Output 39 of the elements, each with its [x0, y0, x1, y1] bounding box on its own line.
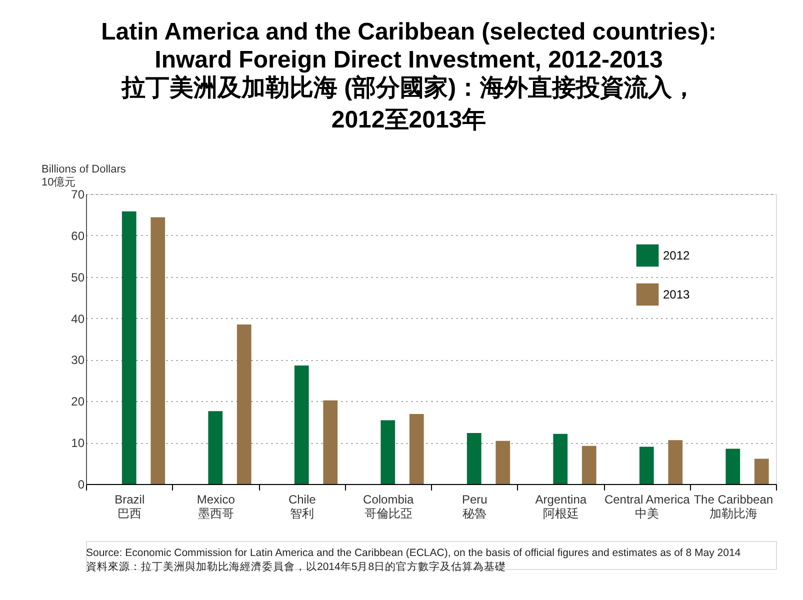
legend-label: 2013	[663, 288, 690, 302]
bar	[150, 217, 166, 484]
chart-subtitle: 拉丁美洲及加勒比海 (部分國家)：海外直接投資流入，2012至2013年	[120, 74, 696, 134]
y-tick-label: 10	[71, 436, 85, 450]
y-tick-label: 20	[71, 394, 85, 409]
bar	[294, 366, 309, 484]
x-tick-label: Argentina 阿根廷	[535, 492, 587, 520]
x-tick-label: Mexico 墨西哥	[196, 492, 236, 520]
bar	[466, 433, 482, 484]
y-tick-label: 40	[71, 312, 85, 326]
bar	[726, 448, 740, 484]
legend-label: 2012	[663, 248, 690, 262]
bar	[409, 414, 424, 484]
chart-title: Latin America and the Caribbean (selected countries): Inward Foreign Direct Investment, 2012-2013	[101, 18, 716, 74]
x-tick-label: Colombia 哥倫比亞	[363, 492, 414, 520]
bar	[582, 446, 596, 484]
bar	[553, 434, 568, 484]
bar	[380, 420, 396, 484]
y-tick-label: 70	[71, 188, 85, 202]
x-tick-label: The Caribbean 加勒比海	[694, 492, 774, 520]
y-tick-label: 30	[71, 353, 85, 368]
source-note: 資料來源：拉丁美洲與加勒比海經濟委員會，以2014年5月8日的官方數字及估算為基礎	[86, 560, 506, 573]
bar	[754, 458, 769, 484]
bar	[496, 440, 510, 484]
bar	[668, 440, 683, 484]
y-axis-title: Billions of Dollars 10億元	[42, 164, 126, 188]
x-tick-label: Peru 秘魯	[462, 492, 488, 520]
bar	[236, 324, 252, 484]
x-tick-label: Central America 中美	[604, 492, 690, 520]
bar	[323, 400, 338, 484]
x-tick-label: Chile 智利	[288, 492, 316, 520]
bar	[122, 211, 136, 484]
source-note: Source: Economic Commission for Latin America and the Caribbean (ECLAC), on the basis of official figures and estimates as of 8 May 2014	[86, 547, 741, 559]
x-tick-label: Brazil 巴西	[114, 492, 145, 520]
bar	[639, 446, 654, 484]
y-tick-label: 60	[71, 228, 85, 243]
bar	[208, 411, 223, 484]
y-tick-label: 50	[71, 270, 85, 284]
y-tick-label: 0	[78, 478, 85, 492]
